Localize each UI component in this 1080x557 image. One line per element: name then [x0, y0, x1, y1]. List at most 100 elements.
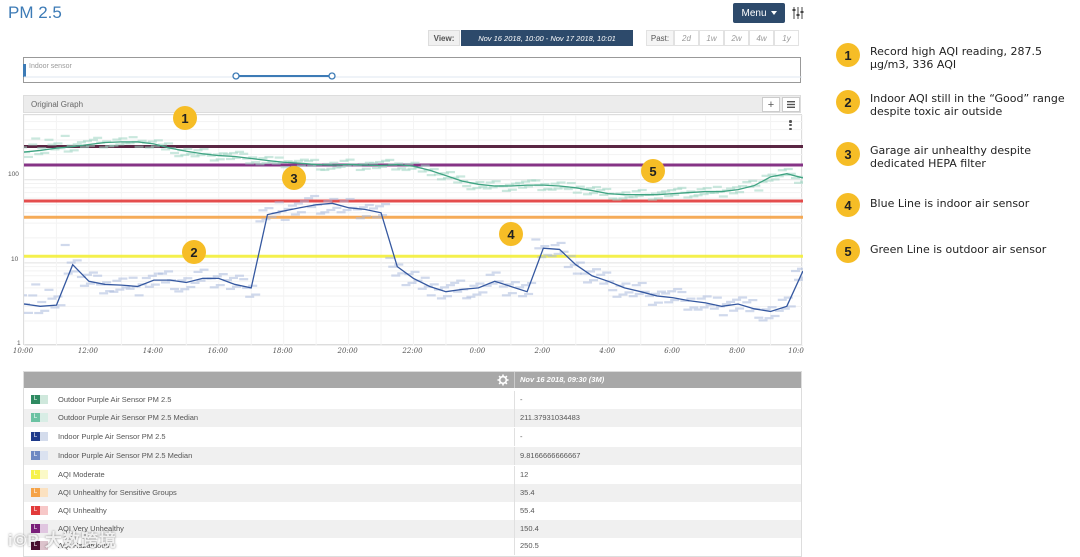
- raw-reading-mark: [559, 250, 569, 253]
- series-swatch[interactable]: L: [31, 395, 40, 404]
- y-tick-label: 100: [8, 171, 19, 178]
- legend-row[interactable]: L Outdoor Purple Air Sensor PM 2.5 Median…: [24, 409, 801, 427]
- list-icon[interactable]: [782, 97, 800, 112]
- raw-reading-mark: [618, 293, 628, 296]
- raw-reading-mark: [783, 296, 793, 299]
- series-swatch[interactable]: L: [31, 451, 40, 460]
- legend-series-name: Indoor Purple Air Sensor PM 2.5 Median: [58, 451, 193, 460]
- raw-reading-mark: [718, 314, 728, 317]
- raw-reading-mark: [553, 187, 563, 190]
- legend-column-divider: [514, 520, 515, 538]
- series-swatch[interactable]: L: [31, 432, 40, 441]
- past-4w-button[interactable]: 4w: [749, 30, 774, 46]
- legend-row[interactable]: L AQI Very Unhealthy 150.4: [24, 520, 801, 538]
- menu-button[interactable]: Menu: [733, 3, 785, 23]
- legend-column-divider: [514, 447, 515, 465]
- raw-reading-mark: [307, 164, 317, 167]
- sensor-navigator[interactable]: Indoor sensor: [23, 57, 802, 83]
- series-swatch-light: [40, 541, 48, 550]
- series-swatch[interactable]: L: [31, 541, 40, 550]
- raw-reading-mark: [355, 168, 365, 172]
- raw-reading-mark: [82, 273, 92, 276]
- legend-row[interactable]: L Indoor Purple Air Sensor PM 2.5 -: [24, 428, 801, 446]
- raw-reading-mark: [361, 214, 371, 218]
- raw-reading-mark: [215, 158, 225, 161]
- series-swatch[interactable]: L: [31, 506, 40, 515]
- past-1w-button[interactable]: 1w: [699, 30, 724, 46]
- legend-row[interactable]: L Indoor Purple Air Sensor PM 2.5 Median 9…: [24, 447, 801, 465]
- raw-reading-mark: [488, 282, 498, 285]
- series-swatch[interactable]: L: [31, 488, 40, 497]
- raw-reading-mark: [488, 186, 498, 189]
- legend-row[interactable]: L Outdoor Purple Air Sensor PM 2.5 -: [24, 391, 801, 409]
- raw-reading-mark: [212, 153, 222, 156]
- raw-reading-mark: [774, 175, 784, 178]
- raw-reading-mark: [397, 167, 407, 170]
- note-badge: 3: [836, 142, 860, 166]
- pm25-chart[interactable]: [12, 114, 812, 347]
- raw-reading-mark: [494, 280, 504, 283]
- raw-reading-mark: [164, 270, 174, 273]
- series-swatch[interactable]: L: [31, 413, 40, 422]
- raw-reading-mark: [372, 216, 382, 219]
- legend-row[interactable]: L AQI Unhealthy for Sensitive Groups 35.4: [24, 484, 801, 502]
- legend-column-divider: [514, 502, 515, 520]
- raw-reading-mark: [407, 167, 417, 170]
- zoom-in-button[interactable]: +: [762, 97, 780, 112]
- raw-reading-mark: [436, 178, 446, 181]
- raw-reading-mark: [664, 301, 674, 304]
- raw-reading-mark: [66, 261, 76, 264]
- raw-reading-mark: [18, 146, 27, 149]
- past-2w-button[interactable]: 2w: [724, 30, 749, 46]
- series-swatch-light: [40, 413, 48, 422]
- raw-reading-mark: [99, 146, 109, 149]
- raw-reading-mark: [394, 263, 404, 266]
- legend-row[interactable]: L AQI Moderate 12: [24, 466, 801, 484]
- raw-reading-mark: [215, 284, 225, 287]
- raw-reading-mark: [271, 162, 281, 165]
- raw-reading-mark: [228, 151, 238, 155]
- series-swatch-light: [40, 506, 48, 515]
- raw-reading-mark: [423, 285, 433, 288]
- series-swatch-light: [40, 432, 48, 441]
- past-1y-button[interactable]: 1y: [774, 30, 799, 46]
- raw-reading-mark: [170, 287, 180, 291]
- raw-reading-mark: [767, 173, 777, 176]
- raw-reading-mark: [345, 158, 355, 161]
- x-tick-label: 12:00: [77, 347, 98, 355]
- legend-row[interactable]: L AQI Hazardous 250.5: [24, 537, 801, 555]
- x-tick-label: 18:00: [272, 347, 293, 355]
- raw-reading-mark: [66, 144, 76, 147]
- raw-reading-mark: [634, 292, 644, 296]
- raw-reading-mark: [401, 284, 411, 287]
- past-2d-button[interactable]: 2d: [674, 30, 699, 46]
- raw-reading-mark: [602, 271, 612, 274]
- raw-reading-mark: [158, 143, 168, 146]
- raw-reading-mark: [777, 169, 787, 172]
- raw-reading-mark: [255, 163, 265, 166]
- raw-reading-mark: [491, 180, 501, 183]
- x-tick-label: 10:0: [788, 347, 804, 355]
- raw-reading-mark: [673, 287, 683, 291]
- raw-reading-mark: [670, 193, 680, 197]
- raw-reading-mark: [537, 188, 547, 192]
- raw-reading-mark: [453, 290, 463, 293]
- legend-row[interactable]: L AQI Unhealthy 55.4: [24, 502, 801, 520]
- gear-icon[interactable]: [497, 374, 509, 386]
- raw-reading-mark: [316, 212, 326, 215]
- sliders-icon[interactable]: [792, 6, 804, 20]
- series-swatch[interactable]: L: [31, 470, 40, 479]
- raw-reading-mark: [621, 282, 631, 285]
- raw-reading-mark: [640, 290, 650, 293]
- view-range-picker[interactable]: Nov 16 2018, 10:00 - Nov 17 2018, 10:01: [461, 30, 633, 46]
- raw-reading-mark: [190, 155, 200, 158]
- raw-reading-mark: [559, 186, 569, 189]
- raw-reading-mark: [599, 193, 609, 197]
- raw-reading-mark: [563, 187, 573, 191]
- legend-column-divider: [514, 537, 515, 555]
- raw-reading-mark: [180, 288, 190, 291]
- series-swatch[interactable]: L: [31, 524, 40, 533]
- raw-reading-mark: [329, 161, 339, 164]
- legend-series-value: 55.4: [520, 506, 535, 515]
- kebab-menu-icon[interactable]: [789, 120, 793, 131]
